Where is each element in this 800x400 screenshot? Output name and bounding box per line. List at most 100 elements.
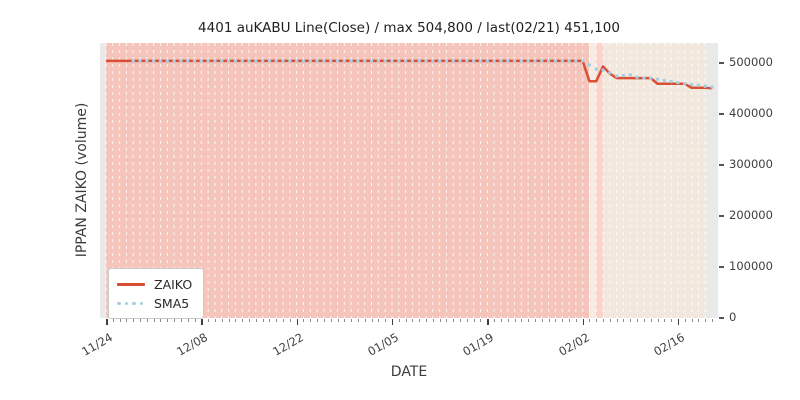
x-tick-minor bbox=[453, 319, 455, 322]
x-tick-minor bbox=[330, 319, 332, 322]
x-tick-minor bbox=[630, 319, 632, 322]
x-tick-minor bbox=[214, 319, 216, 322]
x-tick-minor bbox=[357, 319, 359, 322]
x-tick-minor bbox=[664, 319, 666, 322]
y-tick-label: 100000 bbox=[729, 259, 773, 274]
y-tick-mark bbox=[719, 317, 724, 319]
x-tick-minor bbox=[521, 319, 523, 322]
x-tick-minor bbox=[337, 319, 339, 322]
x-tick-minor bbox=[657, 319, 659, 322]
x-tick-minor bbox=[432, 319, 434, 322]
y-tick-mark bbox=[719, 113, 724, 116]
x-tick-minor bbox=[235, 319, 237, 322]
x-tick-minor bbox=[596, 319, 598, 322]
chart-canvas bbox=[105, 43, 714, 318]
x-tick-minor bbox=[548, 319, 550, 322]
x-tick-minor bbox=[133, 319, 135, 322]
x-tick-major bbox=[582, 319, 585, 325]
x-tick-minor bbox=[221, 319, 223, 322]
x-tick-minor bbox=[317, 319, 319, 322]
x-tick-minor bbox=[609, 319, 611, 322]
x-tick-minor bbox=[112, 319, 114, 322]
y-tick-label: 0 bbox=[729, 310, 737, 324]
x-tick-minor bbox=[385, 319, 387, 322]
x-tick-minor bbox=[269, 319, 271, 322]
x-tick-minor bbox=[351, 319, 353, 322]
x-tick-major bbox=[201, 319, 203, 325]
x-tick-minor bbox=[514, 319, 516, 322]
x-tick-minor bbox=[283, 319, 285, 322]
x-tick-minor bbox=[623, 319, 625, 322]
x-tick-minor bbox=[262, 319, 264, 322]
x-tick-major bbox=[106, 319, 108, 325]
x-tick-major bbox=[677, 319, 680, 325]
x-tick-minor bbox=[323, 319, 325, 322]
x-tick-minor bbox=[276, 319, 278, 322]
x-tick-minor bbox=[180, 319, 182, 322]
x-tick-minor bbox=[439, 319, 441, 322]
legend-item-zaiko: ZAIKO bbox=[117, 275, 195, 294]
x-tick-minor bbox=[705, 319, 707, 322]
x-tick-minor bbox=[555, 319, 557, 322]
x-tick-minor bbox=[534, 319, 536, 322]
zaiko-line bbox=[106, 59, 713, 90]
x-tick-minor bbox=[344, 319, 346, 322]
x-tick-minor bbox=[589, 319, 591, 322]
x-tick-minor bbox=[228, 319, 230, 322]
x-tick-minor bbox=[371, 319, 373, 322]
x-tick-minor bbox=[140, 319, 142, 322]
x-tick-minor bbox=[378, 319, 380, 322]
day-band bbox=[589, 43, 597, 318]
y-tick-mark bbox=[719, 215, 724, 218]
x-tick-minor bbox=[637, 319, 639, 322]
x-tick-minor bbox=[500, 319, 502, 322]
x-tick-minor bbox=[364, 319, 366, 322]
x-tick-minor bbox=[603, 319, 605, 322]
y-tick-mark bbox=[719, 62, 724, 65]
x-tick-minor bbox=[575, 319, 577, 322]
x-tick-minor bbox=[616, 319, 618, 322]
x-tick-minor bbox=[167, 319, 169, 322]
x-tick-minor bbox=[473, 319, 475, 322]
x-tick-minor bbox=[303, 319, 305, 322]
x-tick-minor bbox=[691, 319, 693, 322]
y-tick-mark bbox=[719, 266, 724, 269]
x-tick-minor bbox=[419, 319, 421, 322]
sma5-dots bbox=[131, 59, 714, 89]
x-tick-minor bbox=[466, 319, 468, 322]
y-tick-label: 200000 bbox=[729, 208, 773, 223]
x-tick-minor bbox=[507, 319, 509, 322]
legend: ZAIKO SMA5 bbox=[108, 268, 204, 319]
x-tick-minor bbox=[208, 319, 210, 322]
x-tick-minor bbox=[194, 319, 196, 322]
x-tick-minor bbox=[310, 319, 312, 322]
x-tick-minor bbox=[684, 319, 686, 322]
x-tick-minor bbox=[255, 319, 257, 322]
x-tick-minor bbox=[541, 319, 543, 322]
y-tick-label: 300000 bbox=[729, 157, 773, 172]
x-tick-minor bbox=[187, 319, 189, 322]
x-tick-minor bbox=[426, 319, 428, 322]
x-tick-minor bbox=[119, 319, 121, 322]
sma5-dots-swatch bbox=[117, 301, 147, 306]
legend-item-sma5: SMA5 bbox=[117, 294, 195, 313]
x-tick-minor bbox=[671, 319, 673, 322]
y-tick-mark bbox=[719, 164, 724, 167]
x-tick-minor bbox=[643, 319, 645, 322]
x-tick-minor bbox=[412, 319, 414, 322]
zaiko-line-swatch bbox=[117, 283, 147, 286]
x-tick-minor bbox=[248, 319, 250, 322]
x-tick-minor bbox=[494, 319, 496, 322]
x-tick-minor bbox=[174, 319, 176, 322]
x-tick-minor bbox=[153, 319, 155, 322]
x-tick-minor bbox=[480, 319, 482, 322]
x-tick-minor bbox=[569, 319, 570, 322]
x-tick-minor bbox=[405, 319, 407, 322]
chart-title: 4401 auKABU Line(Close) / max 504,800 / … bbox=[198, 20, 620, 36]
x-tick-minor bbox=[126, 319, 128, 322]
x-tick-minor bbox=[460, 319, 462, 322]
x-tick-minor bbox=[160, 319, 162, 322]
y-tick-label: 500000 bbox=[729, 55, 773, 70]
x-tick-major bbox=[296, 319, 299, 325]
